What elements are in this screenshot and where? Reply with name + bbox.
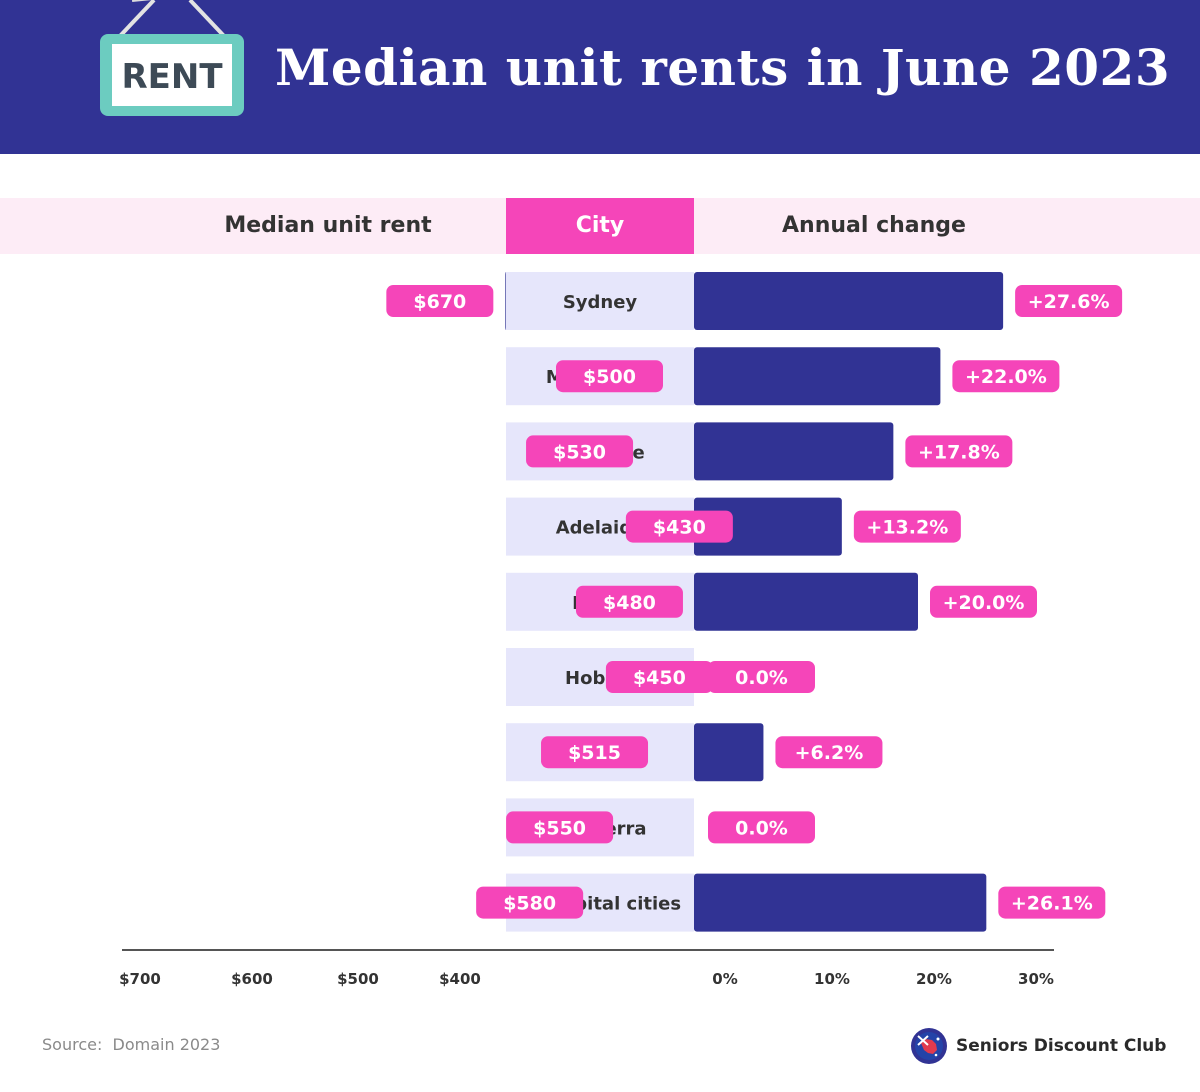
change-axis-tick: 10%: [814, 970, 850, 988]
change-bar: [694, 272, 1004, 330]
source-note: Source: Domain 2023: [42, 1035, 221, 1054]
rent-bar: [505, 272, 506, 330]
city-label: Sydney: [563, 292, 638, 313]
rent-value-label: $500: [583, 366, 636, 388]
change-value-pill: [998, 886, 1106, 919]
change-bar: [694, 572, 918, 631]
rent-value-pill: [506, 811, 614, 844]
change-value-label: +20.0%: [943, 592, 1025, 614]
change-value-pill: [708, 811, 815, 844]
column-header-median-rent: Median unit rent: [224, 213, 432, 238]
rent-value-pill: [541, 736, 649, 769]
change-value-label: +6.2%: [795, 742, 864, 764]
rent-value-pill: [605, 661, 713, 693]
change-value-label: 0.0%: [735, 817, 788, 839]
change-value-label: +27.6%: [1028, 291, 1110, 313]
rent-value-pill: [575, 585, 683, 618]
change-bar: [694, 723, 764, 782]
column-header-annual-change: Annual change: [782, 213, 966, 238]
change-value-label: +13.2%: [866, 517, 948, 539]
rent-axis-tick: $400: [439, 970, 481, 988]
brand: Seniors Discount Club: [910, 1027, 1166, 1065]
column-header-city: City: [506, 198, 694, 254]
change-value-pill: [853, 510, 961, 543]
change-bar: [694, 873, 987, 932]
rent-value-label: $430: [653, 517, 706, 539]
city-cell: [506, 272, 694, 330]
change-value-label: +26.1%: [1011, 893, 1093, 915]
change-value-pill: [775, 736, 883, 769]
rent-value-pill: [476, 886, 584, 919]
change-axis-tick: 30%: [1018, 970, 1054, 988]
change-value-label: +17.8%: [918, 441, 1000, 463]
change-bar: [694, 422, 894, 481]
change-value-pill: [708, 661, 815, 693]
rent-value-label: $670: [413, 291, 466, 313]
change-value-pill: [905, 435, 1013, 468]
rent-value-label: $530: [553, 441, 606, 463]
rent-value-pill: [386, 285, 494, 317]
rent-axis-tick: $600: [231, 970, 273, 988]
rent-value-label: $580: [503, 893, 556, 915]
page-title: Median unit rents in June 2023: [275, 38, 1171, 97]
rent-value-pill: [556, 360, 663, 393]
rent-value-label: $550: [533, 817, 586, 839]
rent-value-pill: [625, 510, 733, 543]
rent-axis-tick: $700: [119, 970, 161, 988]
rent-value-label: $515: [568, 742, 621, 764]
australia-flag-logo-icon: [911, 1028, 947, 1064]
brand-name: Seniors Discount Club: [956, 1036, 1167, 1056]
change-bar: [694, 497, 842, 556]
rent-sign-text: RENT: [121, 57, 223, 97]
change-value-label: 0.0%: [735, 667, 788, 689]
rent-value-pill: [526, 435, 634, 468]
change-value-label: +22.0%: [965, 366, 1047, 388]
header-banner: RENT Median unit rents in June 2023: [0, 0, 1200, 154]
rent-value-label: $450: [633, 667, 686, 689]
change-value-pill: [952, 360, 1060, 393]
rent-value-label: $480: [603, 592, 656, 614]
rent-sign-icon: RENT: [100, 0, 244, 116]
change-value-pill: [930, 585, 1037, 618]
change-axis-tick: 0%: [712, 970, 737, 988]
change-value-pill: [1015, 285, 1123, 317]
rent-axis-tick: $500: [337, 970, 379, 988]
butterfly-bar-chart: Sydney$670+27.6%Melbourne$500+22.0%Brisb…: [119, 272, 1123, 988]
change-axis-tick: 20%: [916, 970, 952, 988]
city-label: Adelaide: [556, 518, 645, 539]
change-bar: [694, 347, 941, 406]
